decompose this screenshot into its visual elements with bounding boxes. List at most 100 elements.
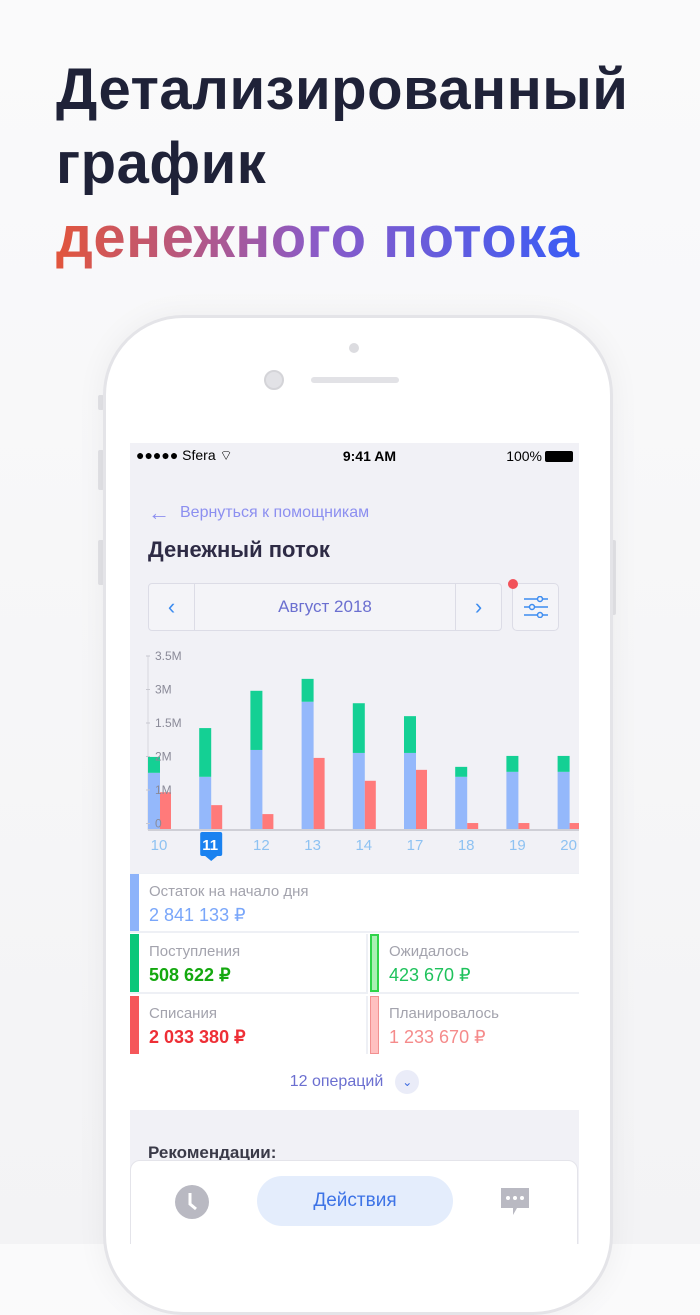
phone-power-button: [610, 540, 616, 615]
y-tick-label: 0: [155, 817, 162, 831]
bar-balance-18: [455, 776, 468, 830]
phone-camera: [349, 343, 359, 353]
bar-balance-11: [199, 776, 212, 830]
x-tick-label: 10: [151, 837, 168, 854]
clock: 9:41 AM: [342, 448, 397, 464]
bottom-tab-bar: Действия: [130, 1160, 578, 1244]
planned-label: Планировалось: [389, 1005, 499, 1022]
planned-color-bar: [370, 996, 379, 1054]
app-screen: ●●●●● Sfera ⌔ 9:41 AM 100% ← Вернуться к…: [130, 443, 579, 1244]
y-tick-label: 1M: [155, 783, 172, 797]
bar-balance-10: [148, 772, 160, 830]
bar-expense-19: [518, 823, 530, 830]
page-title: Денежный поток: [148, 537, 330, 562]
bar-expense-12: [262, 814, 274, 830]
bar-balance-19: [506, 771, 519, 830]
expense-label: Списания: [149, 1005, 217, 1022]
income-color-bar: [130, 934, 139, 992]
balance-label: Остаток на начало дня: [149, 883, 309, 900]
operations-toggle[interactable]: 12 операций ⌄: [130, 1054, 579, 1110]
expense-value: 2 033 380 ₽: [149, 1027, 246, 1047]
balance-value: 2 841 133 ₽: [149, 905, 246, 925]
carrier: ●●●●● Sfera ⌔: [136, 447, 233, 463]
chevron-down-icon: ⌄: [395, 1070, 420, 1094]
bar-balance-14: [352, 752, 365, 830]
chat-icon[interactable]: [499, 1186, 531, 1218]
y-tick-label: 3.5M: [155, 649, 182, 663]
battery: 100%: [506, 448, 573, 464]
bar-income-14: [352, 703, 365, 753]
planned-value: 1 233 670 ₽: [389, 1027, 486, 1047]
planned-row: Планировалось 1 233 670 ₽: [370, 996, 579, 1056]
x-tick-label: 12: [253, 837, 270, 854]
x-tick-label: 20: [560, 837, 577, 854]
expected-row: Ожидалось 423 670 ₽: [370, 934, 579, 994]
bar-income-13: [301, 678, 314, 702]
arrow-left-icon: ←: [148, 500, 170, 525]
expected-value: 423 670 ₽: [389, 965, 471, 985]
y-tick-label: 3M: [155, 683, 172, 697]
x-tick-label: 13: [304, 837, 321, 854]
month-label[interactable]: Август 2018: [194, 584, 456, 630]
bar-income-10: [148, 756, 160, 773]
bar-balance-12: [250, 749, 263, 830]
x-tick-label: 11: [202, 837, 218, 854]
headline-line-3: денежного потока: [56, 203, 580, 273]
recommendations-heading: Рекомендации:: [148, 1143, 277, 1162]
next-month-button[interactable]: ›: [456, 584, 501, 630]
bar-balance-20: [557, 771, 570, 830]
bar-expense-11: [211, 805, 223, 830]
bar-expense-14: [364, 780, 376, 830]
bar-balance-13: [301, 701, 314, 830]
battery-icon: [545, 450, 573, 462]
bar-income-20: [557, 755, 570, 772]
prev-month-button[interactable]: ‹: [149, 584, 194, 630]
expense-row: Списания 2 033 380 ₽: [130, 996, 368, 1056]
income-row: Поступления 508 622 ₽: [130, 934, 368, 994]
status-bar: ●●●●● Sfera ⌔ 9:41 AM 100%: [136, 447, 573, 465]
bar-income-19: [506, 755, 519, 772]
bar-expense-18: [467, 823, 479, 830]
income-label: Поступления: [149, 943, 241, 960]
phone-speaker: [311, 377, 399, 383]
x-tick-label: 14: [355, 837, 372, 854]
back-link[interactable]: ← Вернуться к помощникам: [148, 500, 369, 526]
y-tick-label: 2M: [155, 750, 172, 764]
headline-line-2: график: [56, 131, 267, 196]
x-tick-label: 17: [407, 837, 424, 854]
bar-income-12: [250, 690, 263, 750]
bar-expense-17: [416, 769, 427, 830]
chevron-right-icon: ›: [474, 594, 483, 619]
expected-label: Ожидалось: [389, 943, 469, 960]
bar-expense-20: [569, 823, 579, 830]
x-tick-label: 18: [458, 837, 475, 854]
expense-color-bar: [130, 996, 139, 1054]
phone-mute-switch: [98, 395, 104, 410]
sliders-icon: [523, 596, 548, 618]
cashflow-chart: 10 11 12 13 14 17 18 19 20 3.5M 3M 1.5M 2M 1M 0: [146, 649, 579, 861]
bar-expense-10: [160, 792, 171, 830]
y-tick-label: 1.5M: [155, 716, 182, 730]
selected-day-pointer: [205, 856, 218, 861]
phone-volume-up: [98, 450, 104, 490]
bar-income-11: [199, 728, 212, 777]
actions-button[interactable]: Действия: [257, 1176, 453, 1226]
x-tick-label: 19: [509, 837, 526, 854]
phone-volume-down: [98, 540, 104, 585]
income-value: 508 622 ₽: [149, 965, 231, 985]
headline-line-1: Детализированный: [56, 57, 629, 122]
bar-income-17: [404, 716, 416, 753]
filter-button[interactable]: [512, 583, 559, 631]
bar-income-18: [455, 766, 468, 777]
balance-color-bar: [130, 874, 139, 931]
phone-sensor: [264, 370, 284, 390]
operations-count: 12 операций: [289, 1073, 384, 1090]
bar-expense-13: [313, 757, 325, 830]
filter-notification-dot: [508, 579, 518, 589]
chevron-left-icon: ‹: [167, 594, 176, 619]
month-selector: ‹ Август 2018 ›: [148, 583, 502, 631]
selected-day-highlight: [200, 832, 223, 856]
back-link-label: Вернуться к помощникам: [180, 504, 370, 521]
history-clock-icon[interactable]: [175, 1185, 209, 1219]
balance-row: Остаток на начало дня 2 841 133 ₽: [130, 873, 579, 933]
